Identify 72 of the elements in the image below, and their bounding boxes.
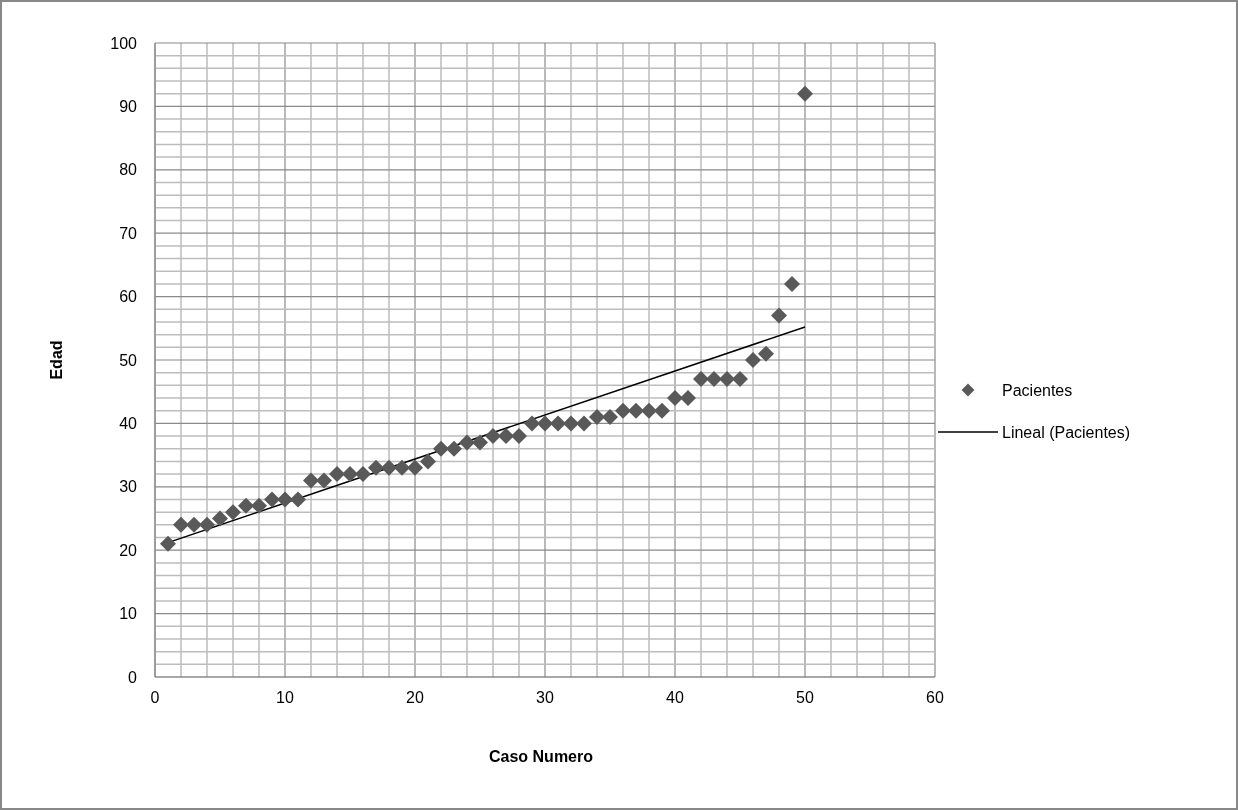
point	[693, 371, 709, 388]
point	[745, 352, 761, 368]
x-axis-title: Caso Numero	[488, 748, 594, 765]
point	[251, 497, 267, 514]
point	[225, 504, 241, 521]
point	[186, 516, 202, 533]
point	[563, 415, 579, 432]
y-tick-label: 30	[119, 478, 138, 496]
y-tick-label: 20	[119, 541, 138, 559]
point	[524, 415, 540, 432]
x-tick-label: 20	[406, 689, 424, 706]
point	[472, 434, 488, 451]
point	[615, 402, 631, 419]
point	[238, 497, 254, 514]
y-tick-label: 90	[119, 98, 138, 115]
legend-label: Pacientes	[1002, 381, 1073, 399]
point	[628, 402, 644, 419]
x-tick-label: 60	[926, 689, 944, 706]
point	[368, 459, 384, 476]
point	[576, 415, 592, 432]
point	[446, 440, 462, 457]
x-tick-label: 10	[276, 689, 294, 706]
point	[303, 472, 319, 489]
point	[667, 390, 683, 407]
point	[485, 428, 501, 445]
y-axis-title: Edad	[48, 340, 65, 380]
y-tick-label: 100	[110, 34, 138, 52]
x-tick-label: 30	[536, 689, 554, 706]
y-tick-label: 80	[119, 161, 138, 179]
point	[342, 466, 358, 483]
y-tick-label: 0	[128, 668, 138, 686]
point	[355, 466, 371, 483]
point	[394, 459, 410, 476]
y-tick-label: 70	[119, 224, 138, 242]
point	[706, 371, 722, 388]
x-tick-label: 50	[796, 689, 814, 706]
point	[654, 402, 670, 419]
y-tick-label: 60	[119, 288, 138, 306]
point	[407, 459, 423, 476]
y-tick-label: 40	[119, 415, 138, 432]
point	[199, 516, 215, 533]
point	[537, 415, 553, 432]
point	[316, 472, 332, 489]
legend-label: Lineal (Pacientes)	[1002, 423, 1131, 441]
point	[433, 440, 449, 457]
y-tick-label: 10	[119, 605, 138, 623]
point	[173, 516, 189, 533]
point	[277, 491, 293, 508]
point	[771, 307, 787, 324]
point	[511, 428, 527, 445]
point	[329, 466, 345, 483]
point	[381, 459, 397, 476]
point	[498, 428, 514, 445]
point	[589, 409, 605, 426]
point	[719, 371, 735, 388]
point	[797, 85, 813, 102]
point	[160, 535, 176, 552]
point	[758, 345, 774, 362]
point	[680, 390, 696, 407]
point	[290, 491, 306, 508]
y-tick-label: 50	[119, 351, 138, 369]
point	[420, 453, 436, 470]
point	[732, 371, 748, 388]
point	[264, 491, 280, 508]
point	[459, 434, 475, 451]
point	[550, 415, 566, 432]
point	[602, 409, 618, 426]
point	[784, 275, 800, 292]
point	[212, 510, 228, 527]
point	[641, 402, 657, 419]
x-tick-label: 40	[666, 689, 684, 706]
x-tick-label: 0	[150, 689, 160, 706]
